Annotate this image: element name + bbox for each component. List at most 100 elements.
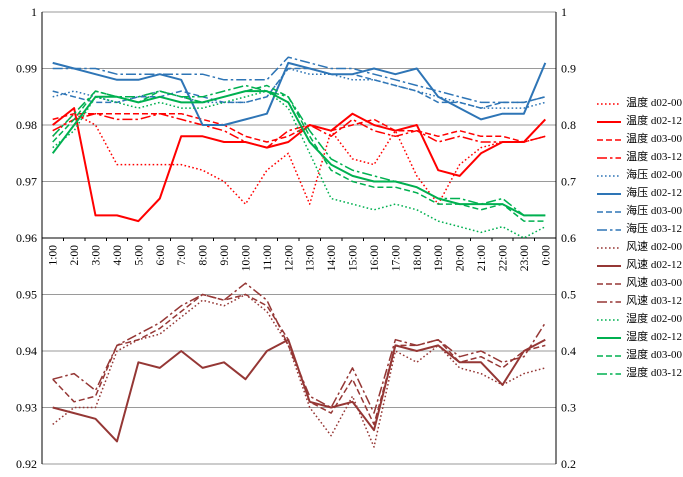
legend-label: 温度 d02-00 (626, 97, 682, 109)
series-line (52, 67, 546, 109)
legend-line-swatch (597, 300, 622, 303)
x-axis-tick-label: 9:00 (219, 245, 231, 266)
series-line (52, 282, 546, 414)
series-line (52, 112, 546, 205)
y-axis-right-tick-label: 0.8 (561, 118, 576, 132)
y-axis-right-tick-label: 0.7 (561, 175, 576, 189)
x-axis-tick-label: 10:00 (240, 245, 252, 271)
legend-label: 湿度 d03-00 (626, 349, 682, 361)
legend-item: 湿度 d03-12 (596, 365, 682, 383)
legend-line-swatch (597, 372, 622, 375)
y-axis-left-tick-label: 1 (31, 5, 37, 19)
legend-label: 海压 d03-12 (626, 223, 682, 235)
y-axis-right-tick-label: 0.9 (561, 62, 576, 76)
legend-item: 海压 d03-00 (596, 203, 682, 221)
legend-item: 温度 d03-00 (596, 131, 682, 149)
series-line (52, 112, 546, 149)
y-axis-left-tick-label: 0.94 (16, 344, 37, 358)
legend-label: 温度 d02-12 (626, 115, 682, 127)
legend-label: 风速 d03-00 (626, 277, 682, 289)
x-axis-tick-label: 2:00 (69, 245, 81, 266)
y-axis-right-tick-label: 0.2 (561, 457, 576, 471)
y-axis-left-tick-label: 0.99 (16, 62, 37, 76)
legend-item: 风速 d02-12 (596, 257, 682, 275)
legend-line-swatch (597, 102, 622, 105)
legend-label: 湿度 d02-00 (626, 313, 682, 325)
legend-line-swatch (597, 156, 622, 159)
y-axis-left-tick-label: 0.97 (16, 175, 37, 189)
series-line (52, 338, 546, 443)
x-axis-tick-label: 6:00 (155, 245, 167, 266)
series-line (52, 84, 546, 222)
x-axis-tick-label: 7:00 (176, 245, 188, 266)
y-axis-right-tick-label: 0.4 (561, 344, 576, 358)
legend-label: 温度 d03-00 (626, 133, 682, 145)
y-axis-right-tick-label: 0.3 (561, 401, 576, 415)
x-axis-tick-label: 14:00 (326, 245, 338, 271)
legend-line-swatch (597, 210, 622, 213)
x-axis-tick-label: 20:00 (455, 245, 467, 271)
legend-item: 风速 d03-12 (596, 293, 682, 311)
legend-line-swatch (597, 138, 622, 141)
y-axis-left-tick-label: 0.92 (16, 457, 37, 471)
x-axis-tick-label: 8:00 (198, 245, 210, 266)
series-line (52, 56, 546, 104)
legend-line-swatch (597, 354, 622, 357)
x-axis-tick-label: 5:00 (133, 245, 145, 266)
legend-item: 温度 d02-00 (596, 95, 682, 113)
y-axis-right-tick-label: 1 (561, 5, 567, 19)
series-line (52, 293, 546, 448)
x-axis-tick-label: 17:00 (390, 245, 402, 271)
legend-label: 风速 d02-00 (626, 241, 682, 253)
legend: 温度 d02-00 温度 d02-12 温度 d03-00 温度 d03-12 海压 d… (596, 95, 682, 383)
legend-label: 海压 d02-12 (626, 187, 682, 199)
legend-item: 湿度 d03-00 (596, 347, 682, 365)
legend-item: 海压 d02-00 (596, 167, 682, 185)
legend-label: 湿度 d02-12 (626, 331, 682, 343)
y-axis-left-tick-label: 0.93 (16, 401, 37, 415)
legend-label: 风速 d02-12 (626, 259, 682, 271)
x-axis-tick-label: 11:00 (262, 245, 274, 271)
x-axis-tick-label: 18:00 (412, 245, 424, 271)
legend-label: 温度 d03-12 (626, 151, 682, 163)
y-axis-right-tick-label: 0.5 (561, 288, 576, 302)
legend-item: 湿度 d02-12 (596, 329, 682, 347)
series-line (52, 107, 547, 223)
legend-line-swatch (597, 246, 622, 249)
x-axis-tick-label: 16:00 (369, 245, 381, 271)
x-axis-tick-label: 3:00 (91, 245, 103, 266)
y-axis-left-tick-label: 0.98 (16, 118, 37, 132)
y-axis-left-tick-label: 0.96 (16, 231, 37, 245)
legend-label: 湿度 d03-12 (626, 367, 682, 379)
series-line (52, 90, 546, 239)
legend-label: 风速 d03-12 (626, 295, 682, 307)
legend-line-swatch (597, 228, 622, 231)
series-line (52, 84, 546, 217)
x-axis-tick-label: 22:00 (497, 245, 509, 271)
legend-line-swatch (597, 282, 622, 285)
x-axis-tick-label: 15:00 (348, 245, 360, 271)
series-line (52, 61, 547, 126)
legend-line-swatch (597, 174, 622, 177)
legend-label: 海压 d03-00 (626, 205, 682, 217)
x-axis-tick-label: 13:00 (305, 245, 317, 271)
legend-label: 海压 d02-00 (626, 169, 682, 181)
y-axis-left-tick-label: 0.95 (16, 288, 37, 302)
legend-item: 海压 d03-12 (596, 221, 682, 239)
series-line (51, 90, 546, 217)
x-axis-tick-label: 4:00 (112, 245, 124, 266)
x-axis-tick-label: 23:00 (519, 245, 531, 271)
legend-line-swatch (597, 336, 622, 339)
x-axis-tick-label: 12:00 (283, 245, 295, 271)
x-axis-tick-label: 0:00 (540, 245, 552, 266)
legend-item: 温度 d02-12 (596, 113, 682, 131)
legend-item: 风速 d03-00 (596, 275, 682, 293)
legend-line-swatch (597, 120, 622, 123)
legend-line-swatch (597, 318, 622, 321)
legend-item: 温度 d03-12 (596, 149, 682, 167)
legend-item: 海压 d02-12 (596, 185, 682, 203)
legend-line-swatch (597, 264, 622, 267)
legend-item: 风速 d02-00 (596, 239, 682, 257)
